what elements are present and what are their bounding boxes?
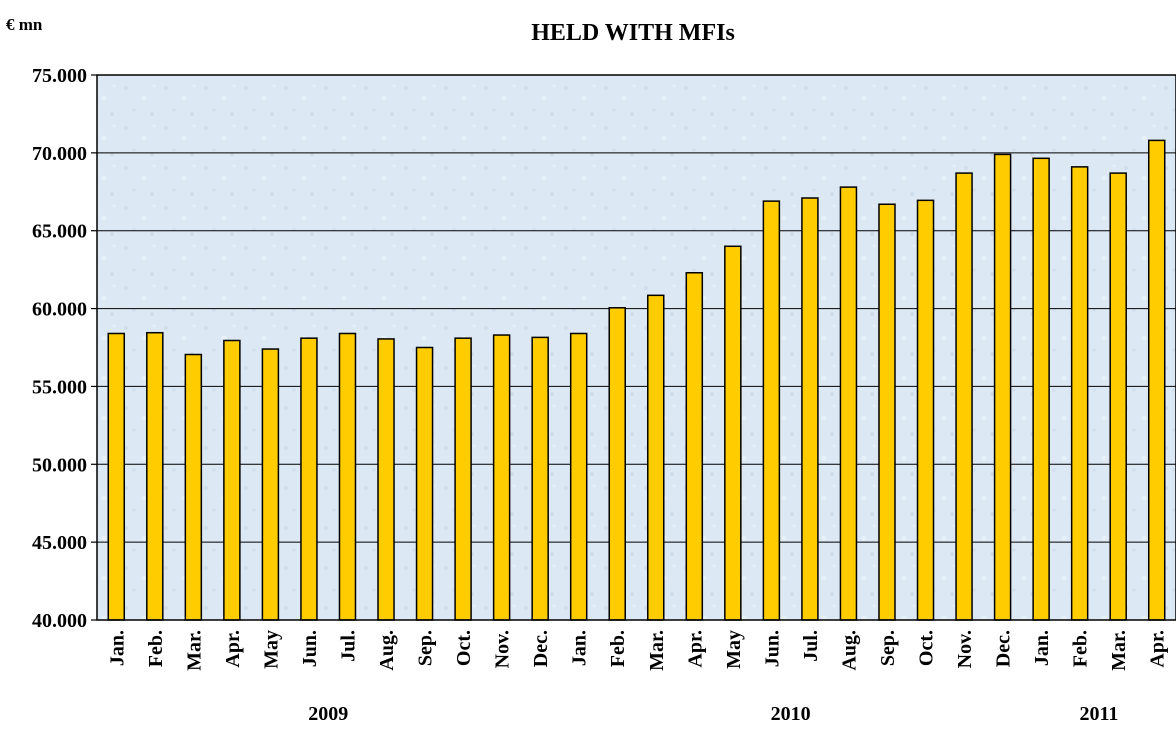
- x-tick-label: Dec.: [993, 630, 1015, 667]
- bar: [916, 199, 935, 621]
- year-labels: 2009 2010 2011: [308, 703, 1118, 725]
- bar: [454, 337, 472, 621]
- bar: [146, 331, 164, 621]
- x-tick-label: Aug.: [376, 630, 398, 671]
- bar: [377, 338, 395, 621]
- bar: [878, 203, 896, 621]
- bars: [107, 139, 1166, 621]
- x-tick-label: Feb.: [145, 630, 167, 667]
- x-tick-label: Aug.: [838, 630, 860, 671]
- x-tick-label: Apr.: [1147, 630, 1169, 668]
- bar: [1032, 157, 1050, 621]
- y-tick-label: 55.000: [32, 376, 87, 398]
- x-tick-label: Nov.: [954, 630, 976, 668]
- bar: [685, 272, 704, 621]
- x-tick-label: Jul.: [337, 630, 359, 662]
- bar: [107, 332, 126, 621]
- y-tick-label: 40.000: [32, 610, 87, 632]
- bar: [184, 353, 203, 621]
- year-label: 2011: [1079, 703, 1118, 725]
- x-tick-label: May: [723, 630, 745, 669]
- bar: [415, 346, 434, 621]
- bar: [338, 332, 357, 621]
- chart-title: HELD WITH MFIs: [531, 20, 735, 46]
- bar: [647, 294, 665, 621]
- y-tick-label: 65.000: [32, 221, 87, 243]
- x-tick-label: Mar.: [1108, 630, 1130, 671]
- bar: [801, 197, 819, 621]
- x-tick-label: Feb.: [607, 630, 629, 667]
- x-tick-label: Jan.: [569, 630, 591, 666]
- x-tick-label: Sep.: [415, 630, 437, 666]
- year-label: 2009: [308, 703, 348, 725]
- bar: [762, 200, 781, 621]
- bar: [1147, 139, 1166, 621]
- bar: [492, 334, 511, 621]
- x-tick-label: Jan.: [106, 630, 128, 666]
- x-tick-label: Jul.: [800, 630, 822, 662]
- x-tick-label: Apr.: [684, 630, 706, 668]
- bar: [955, 172, 973, 621]
- x-tick-label: Mar.: [183, 630, 205, 671]
- x-tick-label: Dec.: [530, 630, 552, 667]
- bar: [569, 332, 588, 621]
- x-tick-label: Jan.: [1031, 630, 1053, 666]
- y-tick-label: 60.000: [32, 299, 87, 321]
- y-axis-ticks: 40.000 45.000 50.000 55.000 60.000 65.000 70.0…: [32, 65, 97, 632]
- bar: [1070, 166, 1089, 621]
- bar: [300, 337, 318, 621]
- x-tick-label: Mar.: [646, 630, 668, 671]
- plot-border: [96, 74, 1176, 621]
- x-tick-label: Oct.: [916, 630, 938, 666]
- y-tick-label: 45.000: [32, 532, 87, 554]
- x-axis-labels: Jan. Feb. Mar. Apr. May Jun. Jul. Aug. Sep. Oct. N…: [106, 630, 1168, 671]
- bar: [724, 245, 742, 621]
- bar: [608, 307, 626, 621]
- x-tick-label: May: [260, 630, 282, 669]
- year-label: 2010: [771, 703, 811, 725]
- bar: [1109, 172, 1127, 621]
- bar: [531, 336, 549, 621]
- bar: [223, 339, 241, 621]
- unit-label: € mn: [6, 15, 43, 34]
- x-tick-label: Apr.: [222, 630, 244, 668]
- bar: [839, 186, 858, 621]
- bar: [993, 153, 1012, 621]
- x-tick-label: Nov.: [492, 630, 514, 668]
- x-tick-label: Sep.: [877, 630, 899, 666]
- plot-area: [97, 75, 1176, 620]
- x-tick-label: Jun.: [299, 630, 321, 667]
- y-tick-label: 75.000: [32, 65, 87, 87]
- x-tick-label: Jun.: [761, 630, 783, 667]
- y-tick-label: 50.000: [32, 454, 87, 476]
- y-tick-label: 70.000: [32, 143, 87, 165]
- x-tick-label: Oct.: [453, 630, 475, 666]
- x-tick-label: Feb.: [1070, 630, 1092, 667]
- bar: [261, 348, 280, 621]
